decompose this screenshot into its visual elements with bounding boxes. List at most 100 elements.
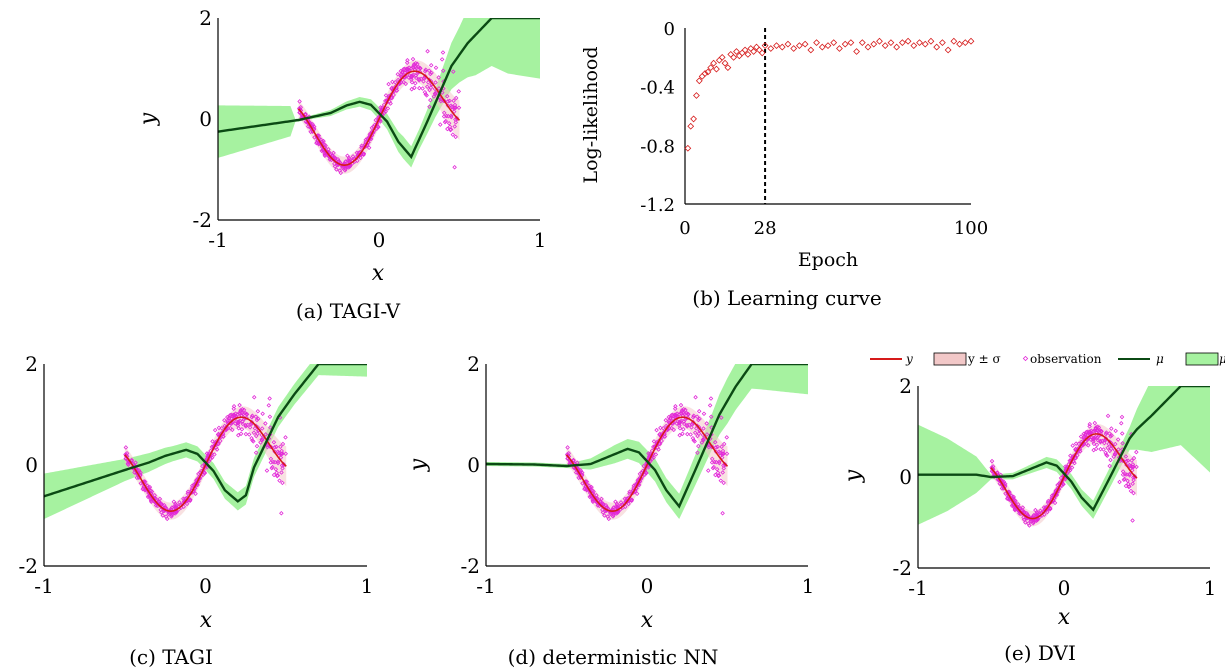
observation-point <box>263 421 268 426</box>
observation-point <box>658 425 663 431</box>
observation-point <box>611 512 616 518</box>
observation-point <box>393 80 398 85</box>
observation-point <box>599 496 604 502</box>
observation-point <box>337 168 343 173</box>
observation-point <box>1116 447 1121 452</box>
observation-point <box>450 132 456 137</box>
observation-point <box>445 126 450 132</box>
observation-point <box>453 120 459 125</box>
panel-b-learning-curve: 0 28 100 0 -0.4 -0.8 -1.2 Epoch Log-likelihood (b… <box>580 19 988 310</box>
observation-point <box>255 408 261 414</box>
observation-point <box>156 500 162 505</box>
observation-point <box>428 62 434 68</box>
learning-curve-points <box>684 37 975 152</box>
observation-point <box>602 508 608 514</box>
observation-point <box>453 134 458 140</box>
observation-point <box>129 457 135 463</box>
observation-point <box>169 512 174 518</box>
data-point <box>893 43 901 51</box>
data-point <box>701 70 709 77</box>
observation-point <box>681 421 687 427</box>
observation-point <box>219 426 225 431</box>
observation-point <box>216 431 221 437</box>
observation-point <box>231 404 237 409</box>
data-point <box>761 42 769 49</box>
data-point <box>747 45 755 52</box>
mean-uncertainty-band-c <box>44 364 367 520</box>
observation-point <box>196 471 201 477</box>
observation-point <box>433 65 439 71</box>
observation-point <box>275 460 281 466</box>
observation-point <box>409 75 414 80</box>
observation-point <box>190 483 195 489</box>
observation-point <box>1112 441 1118 447</box>
observation-point <box>403 81 409 87</box>
observation-point <box>255 416 261 422</box>
observation-point <box>273 466 279 472</box>
observation-point <box>268 460 274 465</box>
observation-point <box>381 110 387 116</box>
observation-point <box>253 414 259 419</box>
data-point <box>836 45 843 52</box>
x-axis-label: Epoch <box>798 249 858 271</box>
observation-point <box>160 513 166 518</box>
observation-point <box>423 67 428 72</box>
x-tick-label: 0 <box>679 218 690 239</box>
observation-point <box>274 444 279 450</box>
observation-point <box>277 478 282 483</box>
observation-point <box>1129 458 1134 463</box>
observation-point <box>574 460 580 465</box>
y-tick-label: 2 <box>467 352 480 376</box>
data-point <box>904 37 912 45</box>
observation-point <box>428 97 433 103</box>
observation-point <box>390 79 395 85</box>
observation-point <box>123 445 129 450</box>
observation-point <box>444 94 450 99</box>
data-point <box>724 64 732 71</box>
observation-point <box>322 150 327 156</box>
observation-point <box>449 104 455 110</box>
observation-point <box>720 448 726 454</box>
panel-caption: (d) deterministic NN <box>508 645 719 669</box>
observation-point <box>279 511 284 516</box>
observation-point <box>673 413 679 418</box>
observation-point <box>1125 458 1131 463</box>
observation-point <box>405 58 410 63</box>
observation-point <box>442 119 448 125</box>
observation-point <box>1073 446 1078 452</box>
data-point <box>933 43 941 51</box>
observation-point <box>720 511 725 516</box>
observation-point <box>422 89 428 95</box>
observation-point <box>681 427 686 432</box>
data-point <box>730 53 738 61</box>
observation-point <box>188 497 193 502</box>
x-tick-label: -1 <box>208 228 227 252</box>
observation-point <box>401 67 406 72</box>
observation-point <box>254 417 260 423</box>
observation-point <box>1072 460 1077 466</box>
observation-point <box>713 472 718 478</box>
observation-point <box>717 460 722 466</box>
observation-point <box>269 465 275 471</box>
observation-point <box>240 421 246 427</box>
observation-point <box>995 470 1000 475</box>
plot-area-e <box>918 386 1210 528</box>
observation-point <box>297 99 302 104</box>
observation-point <box>1117 479 1122 485</box>
panel-c-tagi: -1 0 1 -2 0 2 x (c) TAGI <box>19 352 374 669</box>
observation-point <box>685 411 691 417</box>
observation-point <box>208 456 213 462</box>
data-point <box>741 46 749 54</box>
observation-point <box>274 473 280 479</box>
observation-point <box>701 437 706 443</box>
y-tick-label: -2 <box>193 208 212 232</box>
observation-point <box>280 480 285 486</box>
observation-point <box>1095 437 1100 443</box>
data-point <box>956 40 963 48</box>
observation-point <box>709 456 715 462</box>
observation-point <box>671 427 677 433</box>
observation-point <box>266 403 272 408</box>
observation-point <box>216 441 221 447</box>
data-point <box>824 42 832 49</box>
observation-point <box>1120 469 1126 474</box>
